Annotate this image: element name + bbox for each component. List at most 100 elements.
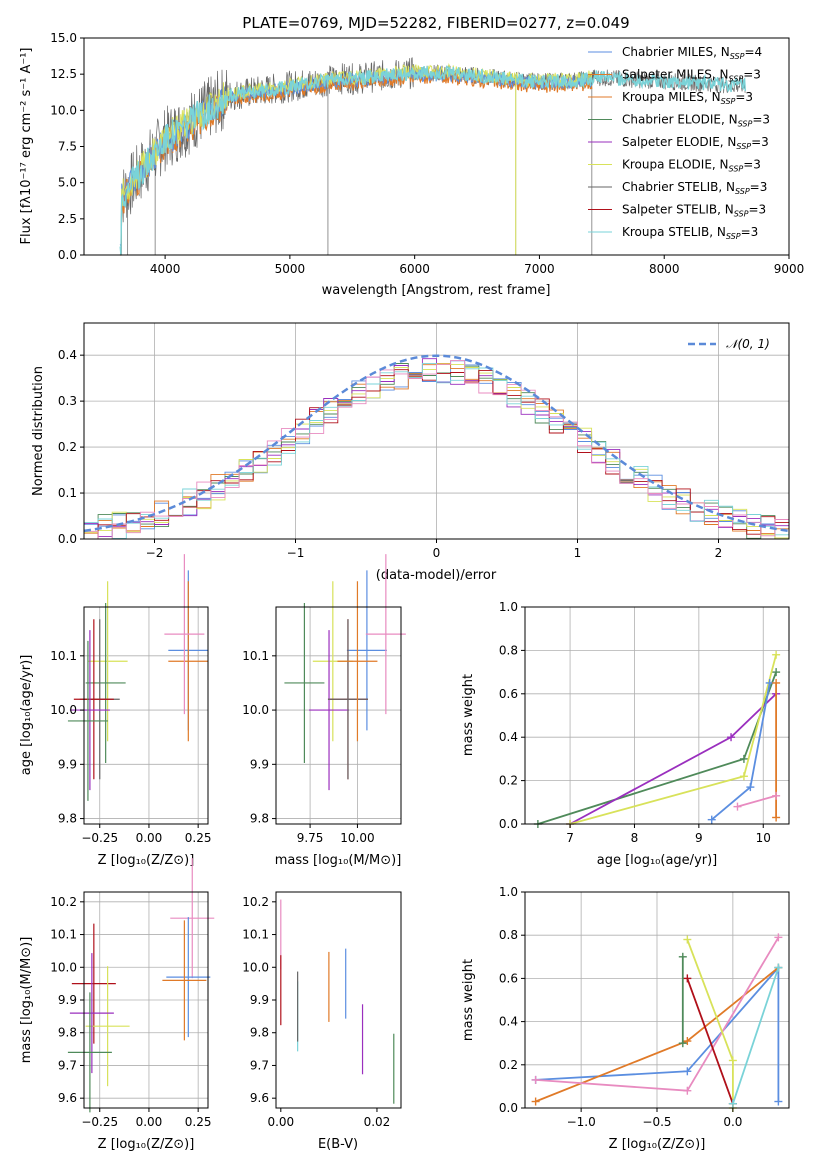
massweight-vs-age-panel: 7 8 9 10 0.0 0.2 0.4 0.6 0.8 1.0 age [log₁₀(age/y…	[461, 600, 790, 868]
x-tick-label: 7000	[524, 262, 555, 276]
age-mass-xlabel: mass [log₁₀(M/M⊙)]	[275, 853, 402, 868]
y-tick-label: 10.1	[242, 928, 269, 942]
mass-vs-z-panel: −0.25 0.00 0.25 9.6 9.7 9.8 9.9 10.0 10.1 10.2 Z …	[19, 858, 215, 1152]
x-tick-label: 0.25	[185, 831, 212, 845]
legend-entry: Kroupa ELODIE, NSSP=3	[622, 158, 761, 174]
y-tick-label: 10.0	[242, 960, 269, 974]
x-tick-label: 4000	[150, 262, 181, 276]
x-tick-label: −0.5	[642, 1115, 671, 1129]
y-tick-label: 0.4	[58, 348, 77, 362]
y-tick-label: 15.0	[50, 31, 77, 45]
mw-z-xlabel: Z [log₁₀(Z/Z⊙)]	[609, 1137, 706, 1152]
x-tick-label: 8000	[649, 262, 680, 276]
y-tick-label: 1.0	[499, 600, 518, 614]
y-tick-label: 10.0	[50, 703, 77, 717]
x-tick-label: 0	[433, 546, 441, 560]
massweight-vs-z-panel: −1.0 −0.5 0.0 0.0 0.2 0.4 0.6 0.8 1.0 Z [log₁₀(Z…	[461, 885, 790, 1152]
y-tick-label: 9.6	[58, 1091, 77, 1105]
y-tick-label: 10.1	[242, 649, 269, 663]
y-tick-label: 10.0	[50, 960, 77, 974]
gauss-curve	[83, 354, 790, 533]
x-tick-label: 9.75	[297, 831, 324, 845]
y-tick-label: 0.1	[58, 486, 77, 500]
x-tick-label: 0.0	[723, 1115, 742, 1129]
y-tick-label: 9.7	[58, 1058, 77, 1072]
legend-entry: Kroupa STELIB, NSSP=3	[622, 225, 758, 241]
y-tick-label: 9.9	[250, 757, 269, 771]
y-tick-label: 9.6	[250, 1091, 269, 1105]
age-vs-mass-panel: 9.75 10.00 9.8 9.9 10.0 10.1 mass [log₁₀(M/M⊙…	[242, 554, 406, 868]
mw-age-ylabel: mass weight	[461, 674, 476, 756]
y-tick-label: 10.2	[242, 895, 269, 909]
y-tick-label: 1.0	[499, 885, 518, 899]
y-tick-label: 0.4	[499, 730, 518, 744]
y-tick-label: 0.6	[499, 971, 518, 985]
x-tick-label: 6000	[399, 262, 430, 276]
y-tick-label: 9.9	[58, 757, 77, 771]
legend-entry: Salpeter ELODIE, NSSP=3	[622, 135, 769, 151]
x-tick-label: 0.00	[267, 1115, 294, 1129]
spectrum-legend: Chabrier MILES, NSSP=4 Salpeter MILES, NS…	[588, 45, 770, 241]
spectrum-series-salpeter-miles	[120, 68, 593, 256]
spectrum-series-chabrier-miles	[119, 65, 593, 247]
y-tick-label: 10.0	[50, 103, 77, 117]
y-tick-label: 5.0	[58, 176, 77, 190]
weight-series-line	[569, 654, 777, 825]
mw-z-ylabel: mass weight	[461, 959, 476, 1041]
x-tick-label: 9000	[774, 262, 805, 276]
gauss-legend-label: 𝒩(0, 1)	[726, 337, 770, 351]
mass-vs-ebv-panel: 0.00 0.02 9.6 9.7 9.8 9.9 10.0 10.1 10.2 E(B-V)	[242, 891, 402, 1152]
x-tick-label: 0.00	[136, 1115, 163, 1129]
x-tick-label: 1	[574, 546, 582, 560]
x-tick-label: 8	[631, 831, 639, 845]
weight-series-line	[737, 794, 777, 808]
x-tick-label: −2	[146, 546, 164, 560]
y-tick-label: 10.2	[50, 895, 77, 909]
residual-histogram-panel: −2 −1 0 1 2 0.0 0.1 0.2 0.3 0.4 (data-model)/erro…	[31, 322, 790, 583]
x-tick-label: −0.25	[81, 1115, 118, 1129]
x-tick-label: 0.00	[136, 831, 163, 845]
y-tick-label: 10.1	[50, 649, 77, 663]
histogram-xlabel: (data-model)/error	[376, 568, 497, 583]
y-tick-label: 0.0	[58, 532, 77, 546]
y-tick-label: 12.5	[50, 67, 77, 81]
histogram-series	[84, 360, 789, 540]
x-tick-label: 9	[695, 831, 703, 845]
age-z-ylabel: age [log₁₀(age/yr)]	[19, 655, 34, 776]
legend-entry: Chabrier STELIB, NSSP=3	[622, 180, 767, 196]
y-tick-label: 9.8	[58, 812, 77, 826]
y-tick-label: 0.0	[58, 248, 77, 262]
spectrum-xlabel: wavelength [Angstrom, rest frame]	[322, 283, 551, 298]
histogram-ylabel: Normed distribution	[31, 366, 46, 496]
x-tick-label: 5000	[275, 262, 306, 276]
y-tick-label: 0.3	[58, 394, 77, 408]
spectrum-ylabel: Flux [fλ10⁻¹⁷ erg cm⁻² s⁻¹ A⁻¹]	[19, 48, 34, 245]
y-tick-label: 0.8	[499, 643, 518, 657]
y-tick-label: 0.2	[499, 774, 518, 788]
y-tick-label: 9.7	[250, 1058, 269, 1072]
y-tick-label: 10.0	[242, 703, 269, 717]
figure-title: PLATE=0769, MJD=52282, FIBERID=0277, z=0…	[242, 14, 629, 32]
y-tick-label: 9.8	[58, 1026, 77, 1040]
y-tick-label: 7.5	[58, 140, 77, 154]
y-tick-label: 2.5	[58, 212, 77, 226]
x-tick-label: −1.0	[567, 1115, 596, 1129]
y-tick-label: 9.8	[250, 1026, 269, 1040]
weight-series-line	[732, 967, 780, 1104]
x-tick-label: −1	[287, 546, 305, 560]
age-vs-z-panel: −0.25 0.00 0.25 9.8 9.9 10.0 10.1 Z [log₁₀(Z/Z…	[19, 554, 212, 868]
x-tick-label: 10	[756, 831, 771, 845]
mw-age-xlabel: age [log₁₀(age/yr)]	[597, 853, 718, 868]
weight-series-line	[686, 978, 734, 1105]
legend-entry: Kroupa MILES, NSSP=3	[622, 90, 753, 106]
y-tick-label: 9.9	[58, 993, 77, 1007]
x-tick-label: 10.00	[340, 831, 374, 845]
age-z-xlabel: Z [log₁₀(Z/Z⊙)]	[98, 853, 195, 868]
x-tick-label: 7	[566, 831, 574, 845]
y-tick-label: 0.4	[499, 1015, 518, 1029]
x-tick-label: 0.02	[364, 1115, 391, 1129]
weight-series-line	[535, 965, 780, 1102]
mass-z-ylabel: mass [log₁₀(M/M⊙)]	[19, 937, 34, 1064]
y-tick-label: 9.8	[250, 812, 269, 826]
